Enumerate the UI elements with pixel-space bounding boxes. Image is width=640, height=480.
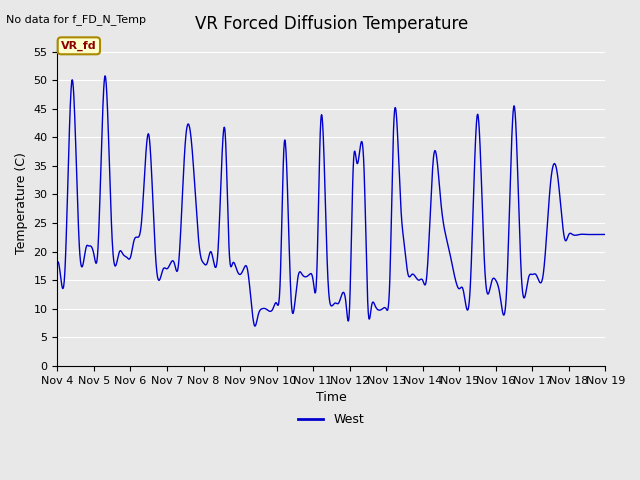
Text: VR_fd: VR_fd [61, 41, 97, 51]
Legend: West: West [294, 408, 369, 432]
X-axis label: Time: Time [316, 391, 347, 404]
Title: VR Forced Diffusion Temperature: VR Forced Diffusion Temperature [195, 15, 468, 33]
Y-axis label: Temperature (C): Temperature (C) [15, 152, 28, 254]
Text: No data for f_FD_N_Temp: No data for f_FD_N_Temp [6, 14, 147, 25]
